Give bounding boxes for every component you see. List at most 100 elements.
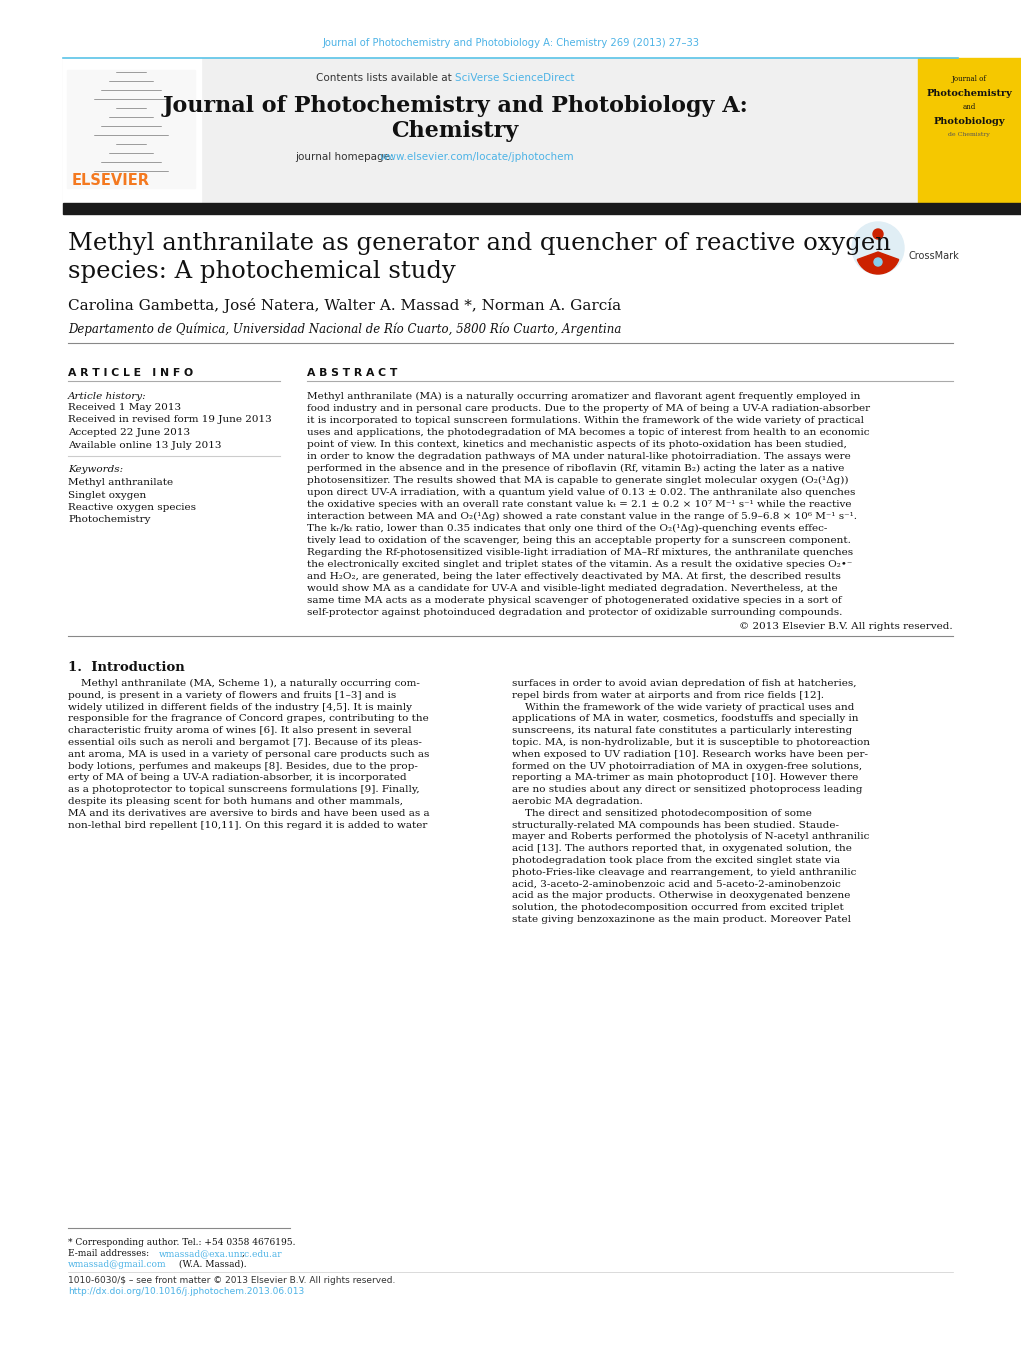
Text: Carolina Gambetta, José Natera, Walter A. Massad *, Norman A. García: Carolina Gambetta, José Natera, Walter A…: [68, 299, 621, 313]
Text: Within the framework of the wide variety of practical uses and: Within the framework of the wide variety…: [512, 703, 855, 712]
Text: wmassad@gmail.com: wmassad@gmail.com: [68, 1260, 166, 1269]
Text: Journal of Photochemistry and Photobiology A:: Journal of Photochemistry and Photobiolo…: [162, 95, 747, 118]
Text: Chemistry: Chemistry: [391, 120, 519, 142]
Text: essential oils such as neroli and bergamot [7]. Because of its pleas-: essential oils such as neroli and bergam…: [68, 738, 422, 747]
Text: topic. MA, is non-hydrolizable, but it is susceptible to photoreaction: topic. MA, is non-hydrolizable, but it i…: [512, 738, 870, 747]
Text: Journal of: Journal of: [952, 76, 986, 82]
Bar: [67, 70, 195, 188]
Text: A R T I C L E   I N F O: A R T I C L E I N F O: [68, 367, 193, 378]
Text: would show MA as a candidate for UV-A and visible-light mediated degradation. Ne: would show MA as a candidate for UV-A an…: [307, 584, 837, 593]
Text: point of view. In this context, kinetics and mechanistic aspects of its photo-ox: point of view. In this context, kinetics…: [307, 440, 846, 449]
Text: reporting a MA-trimer as main photoproduct [10]. However there: reporting a MA-trimer as main photoprodu…: [512, 773, 859, 782]
Text: same time MA acts as a moderate physical scavenger of photogenerated oxidative s: same time MA acts as a moderate physical…: [307, 596, 841, 605]
Text: MA and its derivatives are aversive to birds and have been used as a: MA and its derivatives are aversive to b…: [68, 809, 430, 817]
Text: Photobiology: Photobiology: [933, 118, 1005, 126]
Text: aerobic MA degradation.: aerobic MA degradation.: [512, 797, 643, 807]
Text: body lotions, perfumes and makeups [8]. Besides, due to the prop-: body lotions, perfumes and makeups [8]. …: [68, 762, 418, 770]
Text: SciVerse ScienceDirect: SciVerse ScienceDirect: [455, 73, 575, 82]
Text: photodegradation took place from the excited singlet state via: photodegradation took place from the exc…: [512, 857, 840, 865]
Bar: [63, 203, 1021, 213]
Text: sunscreens, its natural fate constitutes a particularly interesting: sunscreens, its natural fate constitutes…: [512, 727, 853, 735]
Text: journal homepage:: journal homepage:: [295, 153, 397, 162]
Text: the oxidative species with an overall rate constant value kₜ = 2.1 ± 0.2 × 10⁷ M: the oxidative species with an overall ra…: [307, 500, 852, 509]
Text: wmassad@exa.unrc.edu.ar: wmassad@exa.unrc.edu.ar: [159, 1250, 283, 1258]
Text: photo-Fries-like cleavage and rearrangement, to yield anthranilic: photo-Fries-like cleavage and rearrangem…: [512, 867, 857, 877]
Text: photosensitizer. The results showed that MA is capable to generate singlet molec: photosensitizer. The results showed that…: [307, 476, 848, 485]
Text: 1010-6030/$ – see front matter © 2013 Elsevier B.V. All rights reserved.: 1010-6030/$ – see front matter © 2013 El…: [68, 1275, 395, 1285]
Text: species: A photochemical study: species: A photochemical study: [68, 259, 455, 282]
Text: Received 1 May 2013: Received 1 May 2013: [68, 403, 181, 412]
Text: performed in the absence and in the presence of riboflavin (Rf, vitamin B₂) acti: performed in the absence and in the pres…: [307, 463, 844, 473]
Text: responsible for the fragrance of Concord grapes, contributing to the: responsible for the fragrance of Concord…: [68, 715, 429, 723]
Text: applications of MA in water, cosmetics, foodstuffs and specially in: applications of MA in water, cosmetics, …: [512, 715, 859, 723]
Text: A B S T R A C T: A B S T R A C T: [307, 367, 397, 378]
Text: Available online 13 July 2013: Available online 13 July 2013: [68, 440, 222, 450]
Text: the electronically excited singlet and triplet states of the vitamin. As a resul: the electronically excited singlet and t…: [307, 561, 853, 569]
Text: Article history:: Article history:: [68, 392, 147, 401]
Text: www.elsevier.com/locate/jphotochem: www.elsevier.com/locate/jphotochem: [380, 153, 575, 162]
Text: and H₂O₂, are generated, being the later effectively deactivated by MA. At first: and H₂O₂, are generated, being the later…: [307, 571, 841, 581]
Text: despite its pleasing scent for both humans and other mammals,: despite its pleasing scent for both huma…: [68, 797, 403, 807]
Text: mayer and Roberts performed the photolysis of N-acetyl anthranilic: mayer and Roberts performed the photolys…: [512, 832, 869, 842]
Text: (W.A. Massad).: (W.A. Massad).: [176, 1260, 247, 1269]
Text: ELSEVIER: ELSEVIER: [72, 173, 150, 188]
Text: Methyl anthranilate (MA, Scheme 1), a naturally occurring com-: Methyl anthranilate (MA, Scheme 1), a na…: [68, 680, 420, 688]
Text: Regarding the Rf-photosensitized visible-light irradiation of MA–Rf mixtures, th: Regarding the Rf-photosensitized visible…: [307, 549, 854, 557]
Text: Methyl anthranilate (MA) is a naturally occurring aromatizer and flavorant agent: Methyl anthranilate (MA) is a naturally …: [307, 392, 861, 401]
Text: tively lead to oxidation of the scavenger, being this an acceptable property for: tively lead to oxidation of the scavenge…: [307, 536, 850, 544]
Text: Photochemistry: Photochemistry: [926, 89, 1012, 99]
Text: © 2013 Elsevier B.V. All rights reserved.: © 2013 Elsevier B.V. All rights reserved…: [739, 621, 953, 631]
Bar: [63, 58, 958, 203]
Text: Reactive oxygen species: Reactive oxygen species: [68, 503, 196, 512]
Text: it is incorporated to topical sunscreen formulations. Within the framework of th: it is incorporated to topical sunscreen …: [307, 416, 864, 426]
Text: when exposed to UV radiation [10]. Research works have been per-: when exposed to UV radiation [10]. Resea…: [512, 750, 868, 759]
Text: acid, 3-aceto-2-aminobenzoic acid and 5-aceto-2-aminobenzoic: acid, 3-aceto-2-aminobenzoic acid and 5-…: [512, 880, 840, 889]
Text: uses and applications, the photodegradation of MA becomes a topic of interest fr: uses and applications, the photodegradat…: [307, 428, 870, 436]
Bar: [918, 58, 1021, 203]
Text: Received in revised form 19 June 2013: Received in revised form 19 June 2013: [68, 416, 272, 424]
Circle shape: [873, 230, 883, 239]
Text: ant aroma, MA is used in a variety of personal care products such as: ant aroma, MA is used in a variety of pe…: [68, 750, 430, 759]
Text: and: and: [963, 103, 976, 111]
Text: The kᵣ/kₜ ratio, lower than 0.35 indicates that only one third of the O₂(¹Δɡ)-qu: The kᵣ/kₜ ratio, lower than 0.35 indicat…: [307, 524, 827, 534]
Text: 1.  Introduction: 1. Introduction: [68, 661, 185, 674]
Text: formed on the UV photoirradiation of MA in oxygen-free solutions,: formed on the UV photoirradiation of MA …: [512, 762, 862, 770]
Text: Keywords:: Keywords:: [68, 465, 124, 474]
Text: self-protector against photoinduced degradation and protector of oxidizable surr: self-protector against photoinduced degr…: [307, 608, 842, 617]
Text: Photochemistry: Photochemistry: [68, 516, 150, 524]
Text: ,: ,: [242, 1250, 245, 1258]
Text: interaction between MA and O₂(¹Δɡ) showed a rate constant value in the range of : interaction between MA and O₂(¹Δɡ) showe…: [307, 512, 857, 521]
Text: * Corresponding author. Tel.: +54 0358 4676195.: * Corresponding author. Tel.: +54 0358 4…: [68, 1238, 295, 1247]
Text: Contents lists available at: Contents lists available at: [317, 73, 455, 82]
Text: are no studies about any direct or sensitized photoprocess leading: are no studies about any direct or sensi…: [512, 785, 863, 794]
Text: Singlet oxygen: Singlet oxygen: [68, 490, 146, 500]
Text: CrossMark: CrossMark: [908, 251, 959, 261]
Circle shape: [874, 258, 882, 266]
Text: Journal of Photochemistry and Photobiology A: Chemistry 269 (2013) 27–33: Journal of Photochemistry and Photobiolo…: [322, 38, 699, 49]
Text: food industry and in personal care products. Due to the property of MA of being : food industry and in personal care produ…: [307, 404, 870, 413]
Text: Departamento de Química, Universidad Nacional de Río Cuarto, 5800 Río Cuarto, Ar: Departamento de Química, Universidad Nac…: [68, 323, 622, 336]
Text: erty of MA of being a UV-A radiation-absorber, it is incorporated: erty of MA of being a UV-A radiation-abs…: [68, 773, 406, 782]
Text: http://dx.doi.org/10.1016/j.jphotochem.2013.06.013: http://dx.doi.org/10.1016/j.jphotochem.2…: [68, 1288, 304, 1296]
Text: Accepted 22 June 2013: Accepted 22 June 2013: [68, 428, 190, 436]
Text: surfaces in order to avoid avian depredation of fish at hatcheries,: surfaces in order to avoid avian depreda…: [512, 680, 857, 688]
Text: as a photoprotector to topical sunscreens formulations [9]. Finally,: as a photoprotector to topical sunscreen…: [68, 785, 420, 794]
Text: repel birds from water at airports and from rice fields [12].: repel birds from water at airports and f…: [512, 690, 824, 700]
Text: acid [13]. The authors reported that, in oxygenated solution, the: acid [13]. The authors reported that, in…: [512, 844, 852, 854]
Circle shape: [852, 222, 904, 274]
Text: non-lethal bird repellent [10,11]. On this regard it is added to water: non-lethal bird repellent [10,11]. On th…: [68, 820, 428, 830]
Text: Methyl anthranilate: Methyl anthranilate: [68, 478, 174, 486]
Text: widely utilized in different fields of the industry [4,5]. It is mainly: widely utilized in different fields of t…: [68, 703, 412, 712]
Text: pound, is present in a variety of flowers and fruits [1–3] and is: pound, is present in a variety of flower…: [68, 690, 396, 700]
Text: de Chemistry: de Chemistry: [949, 132, 990, 136]
Text: structurally-related MA compounds has been studied. Staude-: structurally-related MA compounds has be…: [512, 820, 839, 830]
Text: upon direct UV-A irradiation, with a quantum yield value of 0.13 ± 0.02. The ant: upon direct UV-A irradiation, with a qua…: [307, 488, 856, 497]
Text: E-mail addresses:: E-mail addresses:: [68, 1250, 152, 1258]
Text: state giving benzoxazinone as the main product. Moreover Patel: state giving benzoxazinone as the main p…: [512, 915, 850, 924]
Text: in order to know the degradation pathways of MA under natural-like photoirradiat: in order to know the degradation pathway…: [307, 453, 850, 461]
Text: Methyl anthranilate as generator and quencher of reactive oxygen: Methyl anthranilate as generator and que…: [68, 232, 891, 255]
Bar: [63, 58, 201, 203]
Text: characteristic fruity aroma of wines [6]. It also present in several: characteristic fruity aroma of wines [6]…: [68, 727, 411, 735]
Wedge shape: [858, 253, 898, 274]
Text: The direct and sensitized photodecomposition of some: The direct and sensitized photodecomposi…: [512, 809, 812, 817]
